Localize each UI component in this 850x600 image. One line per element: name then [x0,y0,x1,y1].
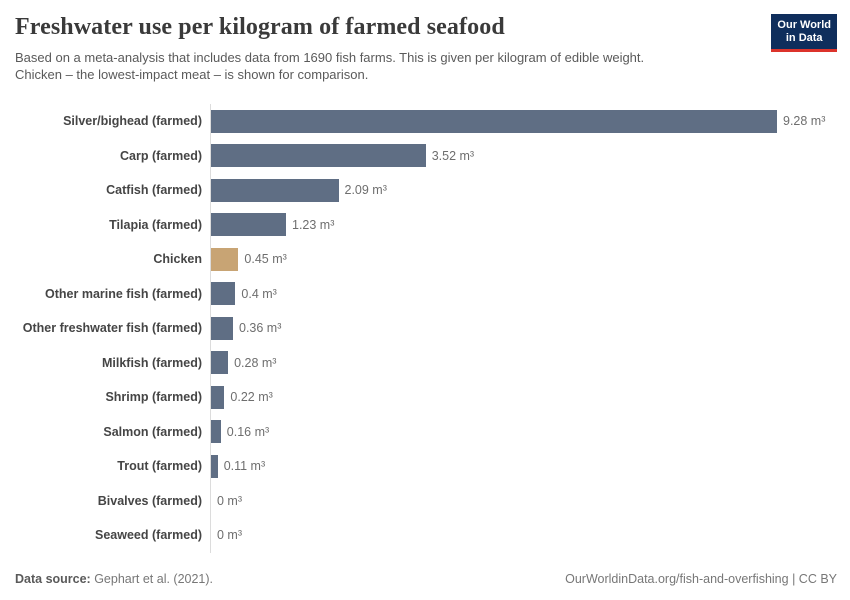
value-label: 0.22 m³ [230,390,273,405]
logo-line-2: in Data [785,32,823,44]
category-label: Milkfish (farmed) [101,355,202,370]
category-label: Chicken [153,252,202,267]
value-label: 0 m³ [217,528,242,543]
category-label: Catfish (farmed) [106,183,202,198]
category-label: Tilapia (farmed) [109,217,202,232]
chart-row: Milkfish (farmed) 0.28 m³ [15,345,850,380]
bar[interactable] [211,454,218,478]
chart-row: Bivalves (farmed) 0 m³ [15,483,850,518]
bar-track: 0.22 m³ [210,380,850,415]
value-label: 0.28 m³ [234,355,277,370]
category-label: Salmon (farmed) [103,424,202,439]
category-label: Seaweed (farmed) [95,528,202,543]
subtitle-line-1: Based on a meta-analysis that includes d… [15,50,645,65]
bar-chart: Silver/bighead (farmed) 9.28 m³ Carp (farm… [15,104,850,553]
value-label: 2.09 m³ [344,183,387,198]
logo-line-1: Our World [777,19,831,31]
category-label: Carp (farmed) [120,148,202,163]
bar[interactable] [211,247,239,271]
data-source-value: Gephart et al. (2021). [90,572,214,586]
bar-track: 0.11 m³ [210,449,850,484]
chart-row: Seaweed (farmed) 0 m³ [15,518,850,553]
bar-track: 0.28 m³ [210,345,850,380]
chart-row: Carp (farmed) 3.52 m³ [15,138,850,173]
bar[interactable] [211,316,233,340]
bar-track: 0.16 m³ [210,414,850,449]
value-label: 0.4 m³ [241,286,277,301]
value-label: 0.11 m³ [223,459,266,474]
chart-row: Silver/bighead (farmed) 9.28 m³ [15,104,850,139]
page-title: Freshwater use per kilogram of farmed se… [15,14,505,40]
bar[interactable] [211,420,221,444]
category-label: Bivalves (farmed) [97,493,202,508]
value-label: 3.52 m³ [431,148,475,163]
chart-row: Tilapia (farmed) 1.23 m³ [15,207,850,242]
bar[interactable] [211,144,426,168]
license-text: | CC BY [788,572,837,586]
category-label: Trout (farmed) [117,459,202,474]
chart-row: Trout (farmed) 0.11 m³ [15,449,850,484]
owid-logo[interactable]: Our World in Data [771,14,837,52]
chart-row: Catfish (farmed) 2.09 m³ [15,173,850,208]
bar-track: 3.52 m³ [210,138,850,173]
bar[interactable] [211,213,286,237]
value-label: 0 m³ [217,493,242,508]
value-label: 0.45 m³ [244,252,287,267]
bar[interactable] [211,351,229,375]
value-label: 0.16 m³ [226,424,270,439]
bar-track: 0.4 m³ [210,276,850,311]
bar-track: 1.23 m³ [210,207,850,242]
category-label: Silver/bighead (farmed) [63,114,202,129]
category-label: Other marine fish (farmed) [45,286,202,301]
chart-footer: Data source: Gephart et al. (2021). OurW… [15,572,837,586]
category-label: Other freshwater fish (farmed) [22,321,202,336]
chart-subtitle: Based on a meta-analysis that includes d… [15,50,755,83]
bar-track: 2.09 m³ [210,173,850,208]
bar[interactable] [211,109,777,133]
chart-header: Freshwater use per kilogram of farmed se… [15,14,755,83]
chart-row: Chicken 0.45 m³ [15,242,850,277]
value-label: 9.28 m³ [783,114,826,129]
data-source-label: Data source: [15,572,91,586]
bar-track: 9.28 m³ [210,104,850,139]
bar-track: 0.45 m³ [210,242,850,277]
value-label: 1.23 m³ [292,217,335,232]
subtitle-line-2: Chicken – the lowest-impact meat – is sh… [15,66,369,82]
owid-url-link[interactable]: OurWorldinData.org/fish-and-overfishing [565,572,789,586]
data-source: Data source: Gephart et al. (2021). [15,572,213,586]
bar-track: 0 m³ [210,518,850,553]
category-label: Shrimp (farmed) [105,390,202,405]
footer-right: OurWorldinData.org/fish-and-overfishing … [565,572,837,586]
chart-row: Shrimp (farmed) 0.22 m³ [15,380,850,415]
chart-row: Other marine fish (farmed) 0.4 m³ [15,276,850,311]
bar-track: 0.36 m³ [210,311,850,346]
bar[interactable] [211,282,236,306]
bar[interactable] [211,385,225,409]
bar-track: 0 m³ [210,483,850,518]
bar[interactable] [211,178,339,202]
value-label: 0.36 m³ [239,321,282,336]
chart-row: Salmon (farmed) 0.16 m³ [15,414,850,449]
chart-row: Other freshwater fish (farmed) 0.36 m³ [15,311,850,346]
